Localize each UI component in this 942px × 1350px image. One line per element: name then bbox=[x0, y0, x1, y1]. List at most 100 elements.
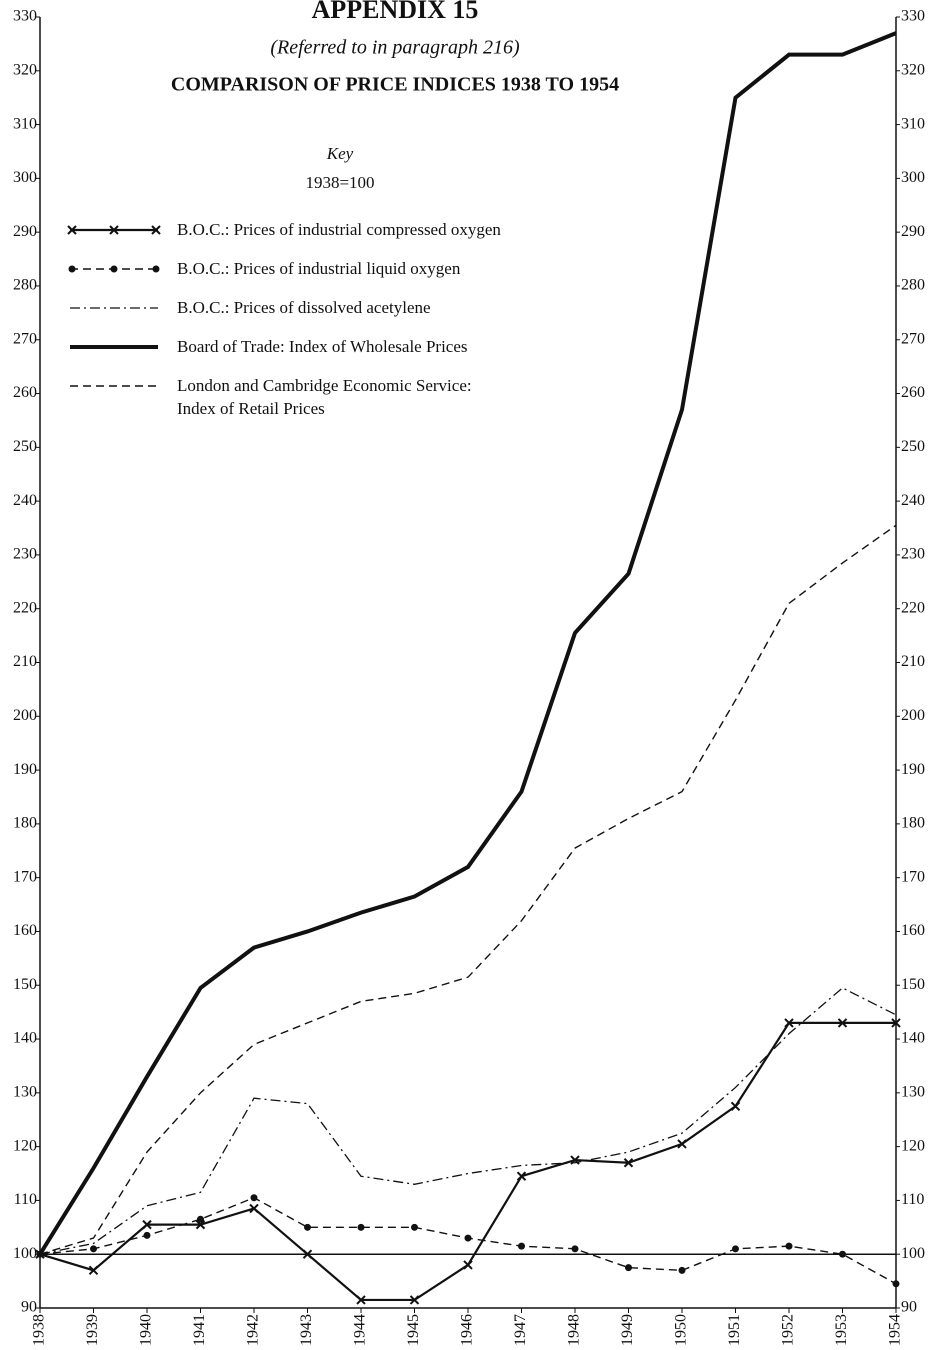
series-line bbox=[39, 1021, 896, 1302]
y-tick-label: 220 bbox=[901, 599, 925, 616]
marker-dot bbox=[518, 1242, 525, 1250]
x-tick-label: 1939 bbox=[84, 1314, 101, 1346]
marker-stroke bbox=[142, 1219, 152, 1230]
y-tick-label: 140 bbox=[901, 1030, 925, 1047]
marker-stroke bbox=[356, 1295, 366, 1305]
y-tick-label: 230 bbox=[13, 546, 37, 563]
y-tick-label: 160 bbox=[901, 922, 925, 939]
y-tick-label: 150 bbox=[901, 976, 925, 993]
y-tick-label: 110 bbox=[14, 1191, 37, 1208]
legend-label: London and Cambridge Economic Service: I… bbox=[177, 376, 472, 418]
x-tick-label: 1951 bbox=[726, 1314, 743, 1346]
marker-dot bbox=[464, 1234, 472, 1242]
x-tick-label: 1942 bbox=[245, 1314, 262, 1346]
y-tick-label: 110 bbox=[901, 1191, 924, 1208]
marker-x bbox=[88, 1265, 99, 1276]
marker-dot bbox=[250, 1194, 258, 1202]
marker-stroke bbox=[109, 225, 119, 235]
marker-dot bbox=[152, 265, 160, 273]
y-tick-label: 270 bbox=[13, 330, 37, 347]
marker-dot bbox=[571, 1245, 579, 1253]
marker-dot bbox=[90, 1245, 97, 1253]
series-line bbox=[38, 31, 897, 1256]
chart-subtitle: (Referred to in paragraph 216) bbox=[270, 37, 520, 59]
y-tick-label: 190 bbox=[901, 761, 925, 778]
x-tick-label: 1950 bbox=[673, 1314, 690, 1346]
y-tick-label: 140 bbox=[13, 1030, 37, 1047]
y-tick-label: 120 bbox=[13, 1137, 37, 1154]
y-tick-label: 170 bbox=[13, 868, 37, 885]
key-title: Key bbox=[326, 144, 354, 163]
legend-label: B.O.C.: Prices of industrial liquid oxyg… bbox=[177, 259, 461, 278]
y-tick-label: 190 bbox=[13, 761, 37, 778]
marker-stroke bbox=[409, 1295, 420, 1305]
marker-x bbox=[677, 1139, 687, 1149]
marker-x bbox=[151, 225, 161, 235]
marker-dot bbox=[625, 1264, 632, 1272]
marker-dot bbox=[143, 1231, 151, 1239]
marker-dot bbox=[678, 1266, 686, 1274]
y-tick-label: 210 bbox=[13, 653, 37, 670]
legend-label: B.O.C.: Prices of dissolved acetylene bbox=[177, 298, 431, 317]
marker-dot bbox=[68, 265, 76, 273]
legend-label: B.O.C.: Prices of industrial compressed … bbox=[177, 220, 501, 239]
x-tick-label: 1941 bbox=[191, 1314, 208, 1346]
marker-x bbox=[516, 1171, 527, 1181]
x-tick-label: 1952 bbox=[780, 1314, 797, 1346]
marker-stroke bbox=[837, 1018, 848, 1028]
x-tick-label: 1946 bbox=[459, 1314, 476, 1346]
marker-stroke bbox=[463, 1260, 473, 1270]
y-tick-label: 220 bbox=[13, 599, 37, 616]
marker-x bbox=[67, 225, 77, 235]
marker-stroke bbox=[151, 225, 161, 235]
y-tick-label: 300 bbox=[13, 169, 37, 186]
y-tick-label: 180 bbox=[901, 815, 925, 832]
y-tick-label: 290 bbox=[901, 223, 925, 240]
y-tick-label: 90 bbox=[901, 1299, 917, 1316]
x-tick-label: 1949 bbox=[619, 1314, 636, 1346]
y-tick-label: 90 bbox=[21, 1299, 37, 1316]
y-tick-label: 250 bbox=[13, 438, 37, 455]
marker-stroke bbox=[67, 225, 77, 235]
marker-stroke bbox=[784, 1018, 794, 1028]
y-tick-label: 200 bbox=[13, 707, 37, 724]
chart-heading: COMPARISON OF PRICE INDICES 1938 TO 1954 bbox=[171, 74, 619, 96]
marker-dot bbox=[785, 1242, 793, 1250]
marker-dot bbox=[304, 1223, 311, 1231]
y-tick-label: 150 bbox=[13, 976, 37, 993]
marker-x bbox=[891, 1018, 901, 1028]
key-base: 1938=100 bbox=[305, 173, 374, 192]
marker-stroke bbox=[195, 1219, 206, 1230]
x-tick-label: 1940 bbox=[138, 1314, 155, 1346]
marker-x bbox=[249, 1203, 259, 1214]
marker-dot bbox=[732, 1245, 739, 1253]
marker-x bbox=[142, 1219, 152, 1230]
marker-dot bbox=[892, 1280, 900, 1288]
marker-x bbox=[730, 1101, 741, 1111]
marker-stroke bbox=[249, 1203, 259, 1214]
y-tick-label: 180 bbox=[13, 815, 37, 832]
x-tick-label: 1945 bbox=[405, 1314, 422, 1346]
y-tick-label: 230 bbox=[901, 546, 925, 563]
marker-stroke bbox=[88, 1265, 99, 1276]
marker-stroke bbox=[730, 1101, 741, 1111]
y-tick-label: 280 bbox=[901, 277, 925, 294]
marker-x bbox=[109, 225, 119, 235]
series-line bbox=[39, 524, 897, 1255]
x-tick-label: 1948 bbox=[566, 1314, 583, 1346]
marker-x bbox=[195, 1219, 206, 1230]
y-tick-label: 310 bbox=[13, 115, 37, 132]
y-tick-label: 330 bbox=[13, 8, 37, 25]
y-tick-label: 260 bbox=[901, 384, 925, 401]
y-tick-label: 280 bbox=[13, 277, 37, 294]
y-tick-label: 250 bbox=[901, 438, 925, 455]
y-tick-label: 120 bbox=[901, 1137, 925, 1154]
marker-x bbox=[409, 1295, 420, 1305]
marker-dot bbox=[839, 1250, 846, 1258]
y-tick-label: 130 bbox=[901, 1084, 925, 1101]
y-tick-label: 170 bbox=[901, 868, 925, 885]
y-tick-label: 330 bbox=[901, 8, 925, 25]
y-tick-label: 290 bbox=[13, 223, 37, 240]
y-tick-label: 320 bbox=[13, 61, 37, 78]
